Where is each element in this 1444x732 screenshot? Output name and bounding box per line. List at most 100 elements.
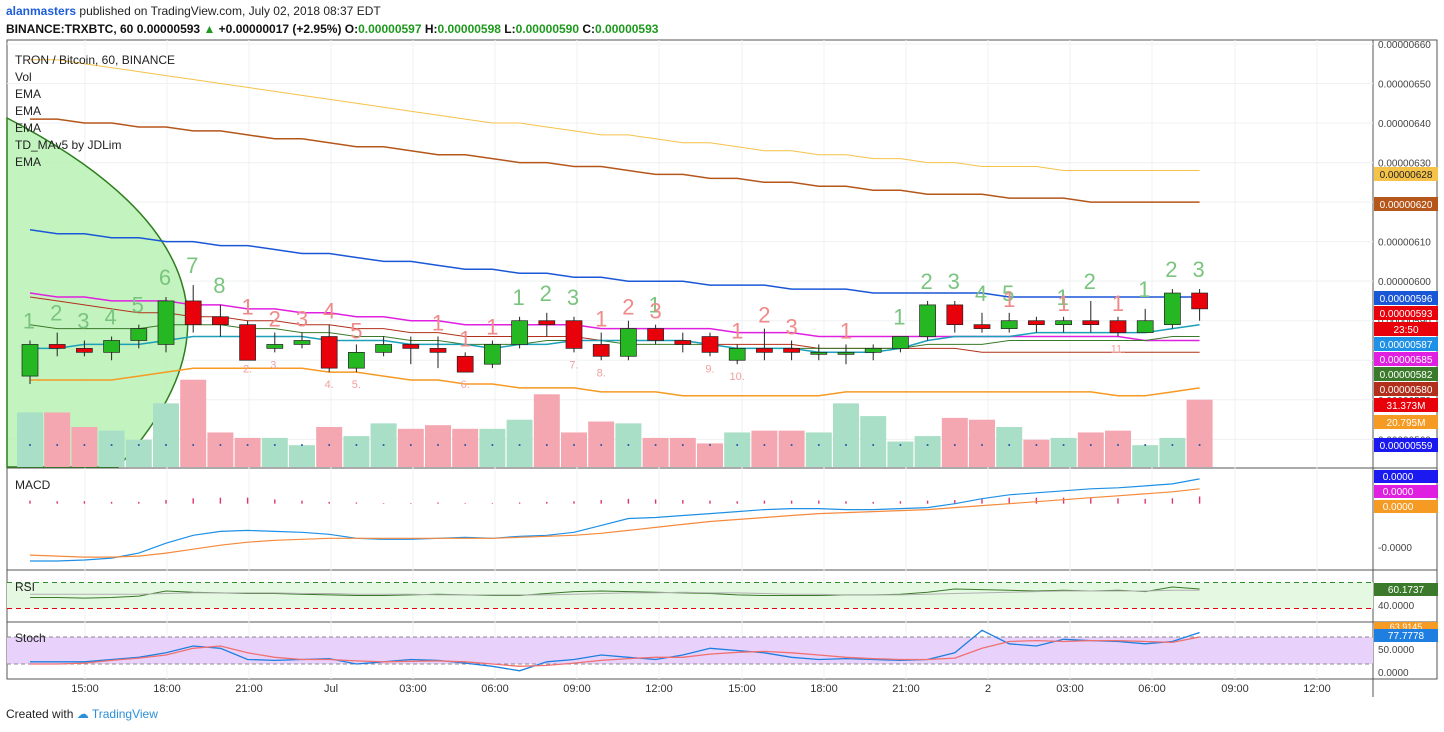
ema-line xyxy=(30,367,1200,397)
td-count-small: 10. xyxy=(730,371,745,383)
candle-body xyxy=(456,355,474,373)
price-label-bg xyxy=(1374,306,1438,320)
volume-bar xyxy=(751,430,778,467)
x-tick-label: 03:00 xyxy=(399,683,427,695)
volume-bar xyxy=(397,428,424,467)
candle-body xyxy=(266,344,284,349)
volume-bar xyxy=(71,427,98,467)
candle-body xyxy=(538,320,556,326)
y-tick-label: 0.00000620 xyxy=(1378,198,1431,209)
macd-label-bg xyxy=(1374,470,1438,483)
volume-bar xyxy=(669,437,696,467)
tradingview-link[interactable]: TradingView xyxy=(91,707,158,721)
td-count-down: 1 xyxy=(459,326,471,351)
legend-item: EMA xyxy=(15,87,41,101)
volume-dot xyxy=(790,444,793,446)
legend-item: Vol xyxy=(15,70,32,84)
author-link[interactable]: alanmasters xyxy=(6,4,77,18)
volume-bar xyxy=(125,439,152,467)
td-count-small: 9. xyxy=(705,363,714,375)
td-count-small: 6. xyxy=(461,379,470,391)
macd-label-bg xyxy=(1374,500,1438,513)
volume-dot xyxy=(56,444,59,446)
volume-dot xyxy=(681,444,684,446)
volume-bar xyxy=(98,430,125,467)
td-count-small: 8. xyxy=(597,367,606,379)
volume-bar xyxy=(533,394,560,467)
td-count-up: 1 xyxy=(23,308,35,333)
candle-body xyxy=(647,328,664,341)
stoch-label: 77.7778 xyxy=(1388,631,1425,642)
ema-line xyxy=(30,59,1200,171)
footer: Created with ☁ TradingView xyxy=(6,707,158,721)
last-price: 0.00000593 xyxy=(136,22,201,36)
macd-label-bg xyxy=(1374,485,1438,498)
y-tick-label: 0.00000590 xyxy=(1378,317,1431,328)
symbol-label: BINANCE:TRXBTC, 60 xyxy=(6,22,134,36)
price-label: 0.00000593 xyxy=(1380,309,1433,320)
candle-body xyxy=(783,348,800,353)
high-label: H: xyxy=(424,22,438,36)
td-count-up: 5 xyxy=(1002,281,1014,306)
candle-body xyxy=(620,328,637,357)
volume-label-bg xyxy=(1374,415,1438,429)
td-count-down: 2 xyxy=(758,303,770,328)
volume-bar xyxy=(1077,432,1104,467)
ema-line xyxy=(29,229,1200,298)
td-count-down: 2 xyxy=(269,307,281,332)
volume-bar xyxy=(833,403,859,467)
volume-dot xyxy=(899,444,902,446)
volume-dot xyxy=(1117,444,1119,446)
td-count-up: 6 xyxy=(159,265,171,290)
low-label: L: xyxy=(504,22,516,36)
td-count-down: 1 xyxy=(840,318,852,343)
price-label-bg xyxy=(1374,367,1438,381)
volume-bar xyxy=(180,379,207,467)
x-tick-label: 2 xyxy=(985,683,991,695)
x-tick-label: 06:00 xyxy=(481,683,509,695)
price-label: 0.00000585 xyxy=(1380,355,1433,366)
volume-dot xyxy=(1008,444,1011,446)
volume-dot xyxy=(573,444,575,446)
candle-body xyxy=(1164,292,1181,326)
close-value: 0.00000593 xyxy=(595,22,659,36)
price-label: 0.00000628 xyxy=(1380,170,1433,181)
x-tick-label: 21:00 xyxy=(892,683,920,695)
ema-line xyxy=(29,324,1200,349)
volume-bar xyxy=(561,432,587,467)
td-count-up: 2 xyxy=(540,281,552,306)
volume-bar xyxy=(1132,445,1159,467)
stoch-label-bg xyxy=(1374,629,1438,642)
x-tick-label: Jul xyxy=(324,683,338,695)
td-count-down: 5 xyxy=(350,318,362,343)
volume-bar xyxy=(1159,437,1186,467)
volume-dot xyxy=(110,444,113,446)
td-count-down: 1 xyxy=(486,314,498,339)
symbol-header: BINANCE:TRXBTC, 60 0.00000593 ▲ +0.00000… xyxy=(6,22,658,36)
close-label: C: xyxy=(582,22,596,36)
td-count-up: 3 xyxy=(948,269,960,294)
volume-dot xyxy=(981,444,983,446)
price-label-bg xyxy=(1374,197,1438,211)
macd-label: 0.0000 xyxy=(1383,472,1414,483)
td-count-small: 2. xyxy=(243,363,252,375)
price-label-bg xyxy=(1374,291,1438,305)
volume-bar xyxy=(996,427,1023,467)
candle-body xyxy=(239,324,256,361)
rsi-band xyxy=(7,582,1373,609)
macd-y-tick: -0.0000 xyxy=(1378,543,1412,554)
ema-line xyxy=(29,292,1200,342)
volume-bar xyxy=(1023,439,1050,467)
volume-dot xyxy=(545,444,548,446)
volume-bar xyxy=(343,436,370,467)
stoch-y-tick: 0.0000 xyxy=(1378,668,1409,679)
price-label-bg xyxy=(1374,382,1438,396)
volume-dot xyxy=(192,444,195,446)
price-label: 0.00000587 xyxy=(1380,340,1433,351)
price-label: 0.00000559 xyxy=(1380,441,1433,452)
volume-bar xyxy=(642,437,669,467)
volume-dot xyxy=(301,444,303,446)
candle-body xyxy=(1028,320,1045,326)
td-count-down: 1 xyxy=(432,311,444,336)
